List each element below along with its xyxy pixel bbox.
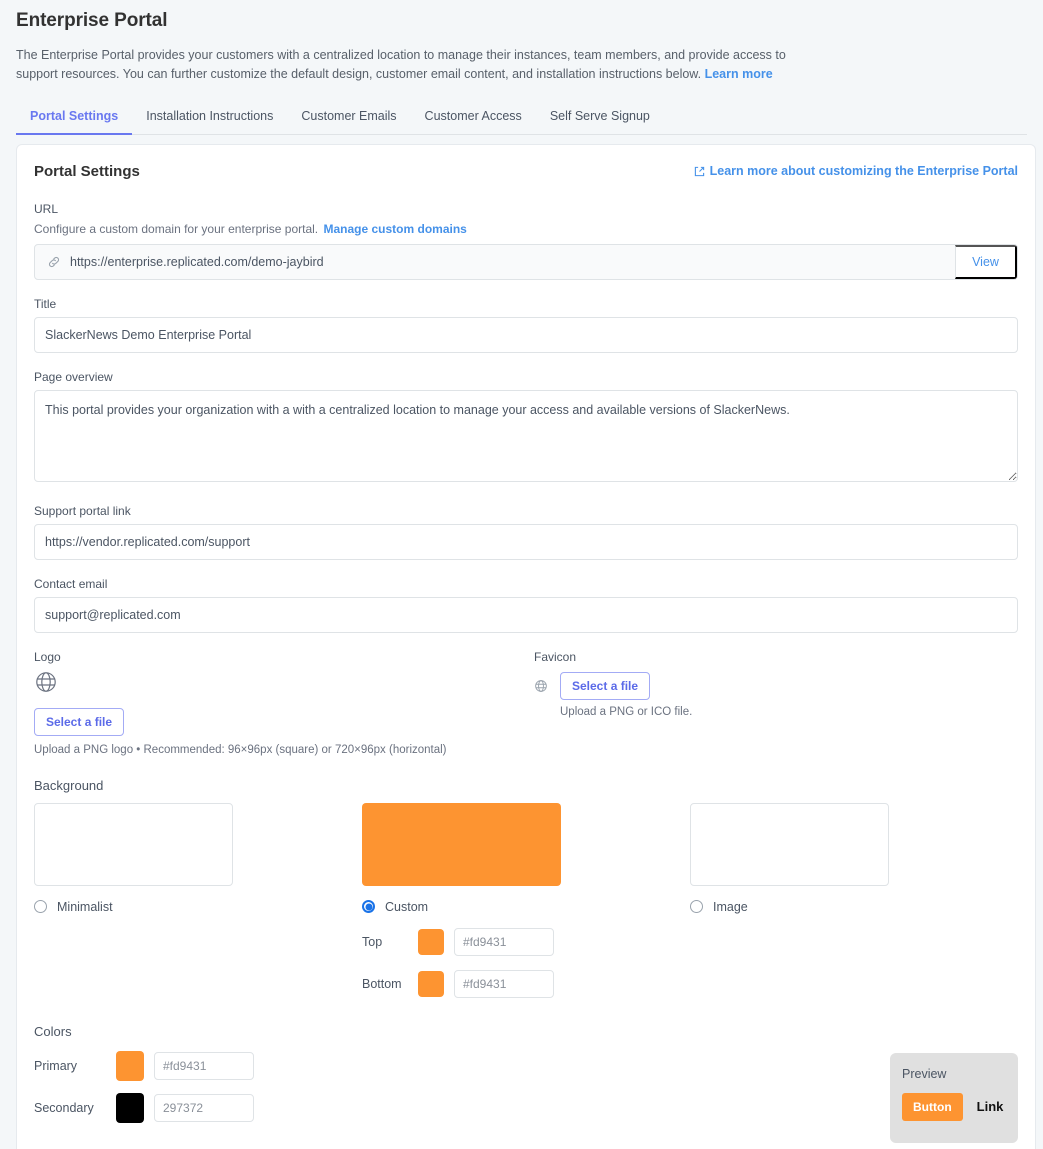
favicon-select-file-button[interactable]: Select a file xyxy=(560,671,651,700)
page-description: The Enterprise Portal provides your cust… xyxy=(16,46,806,85)
secondary-color-label: Secondary xyxy=(34,1100,94,1115)
title-input[interactable] xyxy=(34,316,1018,353)
logo-favicon-row: Logo Select a file Upload a PNG logo • R… xyxy=(34,650,1018,756)
logo-caption: Upload a PNG logo • Recommended: 96×96px… xyxy=(34,743,447,756)
support-portal-link-field: Support portal link xyxy=(34,504,1018,560)
url-label: URL xyxy=(34,201,59,216)
url-field: URL Configure a custom domain for your e… xyxy=(34,202,1018,280)
primary-color-swatch[interactable] xyxy=(116,1050,144,1081)
url-value: https://enterprise.replicated.com/demo-j… xyxy=(70,254,324,269)
secondary-color-row: Secondary xyxy=(34,1092,1018,1123)
external-link-icon xyxy=(694,166,705,177)
learn-more-customizing-link[interactable]: Learn more about customizing the Enterpr… xyxy=(694,164,1018,178)
background-top-row: Top xyxy=(362,927,690,956)
background-option-minimalist: Minimalist xyxy=(34,802,362,998)
page-title: Enterprise Portal xyxy=(16,10,168,31)
logo-select-file-button[interactable]: Select a file xyxy=(34,707,125,736)
background-label-image: Image xyxy=(713,899,748,914)
colors-section-label: Colors xyxy=(34,1023,72,1039)
primary-color-row: Primary xyxy=(34,1050,1018,1081)
tab-customer-access[interactable]: Customer Access xyxy=(411,103,536,134)
tab-portal-settings[interactable]: Portal Settings xyxy=(16,103,133,135)
manage-custom-domains-link[interactable]: Manage custom domains xyxy=(323,221,467,236)
url-help-text: Configure a custom domain for your enter… xyxy=(34,221,319,236)
background-option-custom: Custom Top Bottom xyxy=(362,802,690,998)
favicon-section: Favicon Select a file Upload a PNG or IC… xyxy=(534,650,1018,756)
contact-email-label: Contact email xyxy=(34,576,108,591)
favicon-row: Select a file xyxy=(534,671,1018,700)
page-description-text: The Enterprise Portal provides your cust… xyxy=(16,48,786,82)
contact-email-field: Contact email xyxy=(34,577,1018,633)
learn-more-customizing-label: Learn more about customizing the Enterpr… xyxy=(709,164,1018,179)
tab-customer-emails[interactable]: Customer Emails xyxy=(287,103,410,134)
background-option-image: Image xyxy=(690,802,1018,998)
logo-section: Logo Select a file Upload a PNG logo • R… xyxy=(34,650,534,756)
view-button[interactable]: View xyxy=(955,244,1017,279)
primary-color-label: Primary xyxy=(34,1058,78,1073)
background-section-label: Background xyxy=(34,777,104,793)
chain-link-icon xyxy=(47,255,61,269)
title-label: Title xyxy=(34,296,57,311)
background-top-input[interactable] xyxy=(454,927,554,956)
background-bottom-input[interactable] xyxy=(454,969,554,998)
background-preview-image[interactable] xyxy=(690,802,889,886)
page-overview-textarea[interactable] xyxy=(34,389,1018,482)
background-options: Minimalist Custom Top Bottom xyxy=(34,802,1018,998)
globe-icon xyxy=(534,679,548,693)
background-bottom-label: Bottom xyxy=(362,976,402,991)
preview-button[interactable]: Button xyxy=(902,1092,963,1121)
page-overview-field: Page overview xyxy=(34,370,1018,487)
card-header: Portal Settings Learn more about customi… xyxy=(34,163,1018,180)
page-header: Enterprise Portal The Enterprise Portal … xyxy=(0,0,1043,135)
card-title: Portal Settings xyxy=(34,162,140,180)
radio-minimalist[interactable] xyxy=(34,900,47,914)
contact-email-input[interactable] xyxy=(34,596,1018,633)
background-top-swatch[interactable] xyxy=(418,928,444,955)
support-portal-link-input[interactable] xyxy=(34,523,1018,560)
secondary-color-swatch[interactable] xyxy=(116,1092,144,1123)
primary-color-input[interactable] xyxy=(154,1051,254,1080)
background-radio-minimalist-row: Minimalist xyxy=(34,900,362,914)
background-radio-image-row: Image xyxy=(690,900,1018,914)
preview-panel: Preview Button Link xyxy=(890,1052,1018,1143)
logo-label: Logo xyxy=(34,649,61,664)
background-bottom-row: Bottom xyxy=(362,969,690,998)
background-bottom-swatch[interactable] xyxy=(418,970,444,997)
preview-link[interactable]: Link xyxy=(976,1099,1004,1115)
support-portal-link-label: Support portal link xyxy=(34,503,131,518)
background-preview-custom[interactable] xyxy=(362,802,561,886)
background-top-label: Top xyxy=(362,934,383,949)
favicon-label: Favicon xyxy=(534,649,577,664)
tab-installation-instructions[interactable]: Installation Instructions xyxy=(132,103,287,134)
url-help: Configure a custom domain for your enter… xyxy=(34,222,1018,236)
learn-more-link[interactable]: Learn more xyxy=(704,67,773,82)
portal-settings-card: Portal Settings Learn more about customi… xyxy=(16,143,1036,1149)
title-field: Title xyxy=(34,297,1018,353)
favicon-caption: Upload a PNG or ICO file. xyxy=(560,705,693,718)
tab-self-serve-signup[interactable]: Self Serve Signup xyxy=(536,103,664,134)
preview-row: Button Link xyxy=(902,1092,1006,1121)
background-radio-custom-row: Custom xyxy=(362,900,690,914)
colors-section: Colors Primary Secondary xyxy=(34,1024,1018,1123)
preview-title: Preview xyxy=(902,1066,947,1081)
background-label-minimalist: Minimalist xyxy=(57,899,113,914)
globe-icon xyxy=(34,670,58,694)
secondary-color-input[interactable] xyxy=(154,1093,254,1122)
background-preview-minimalist[interactable] xyxy=(34,802,233,886)
tab-bar: Portal Settings Installation Instruction… xyxy=(16,103,1027,135)
radio-custom[interactable] xyxy=(362,900,375,914)
page-overview-label: Page overview xyxy=(34,369,113,384)
background-label-custom: Custom xyxy=(385,899,429,914)
radio-image[interactable] xyxy=(690,900,703,914)
url-row: https://enterprise.replicated.com/demo-j… xyxy=(34,243,1018,280)
url-value-cell: https://enterprise.replicated.com/demo-j… xyxy=(35,245,955,279)
